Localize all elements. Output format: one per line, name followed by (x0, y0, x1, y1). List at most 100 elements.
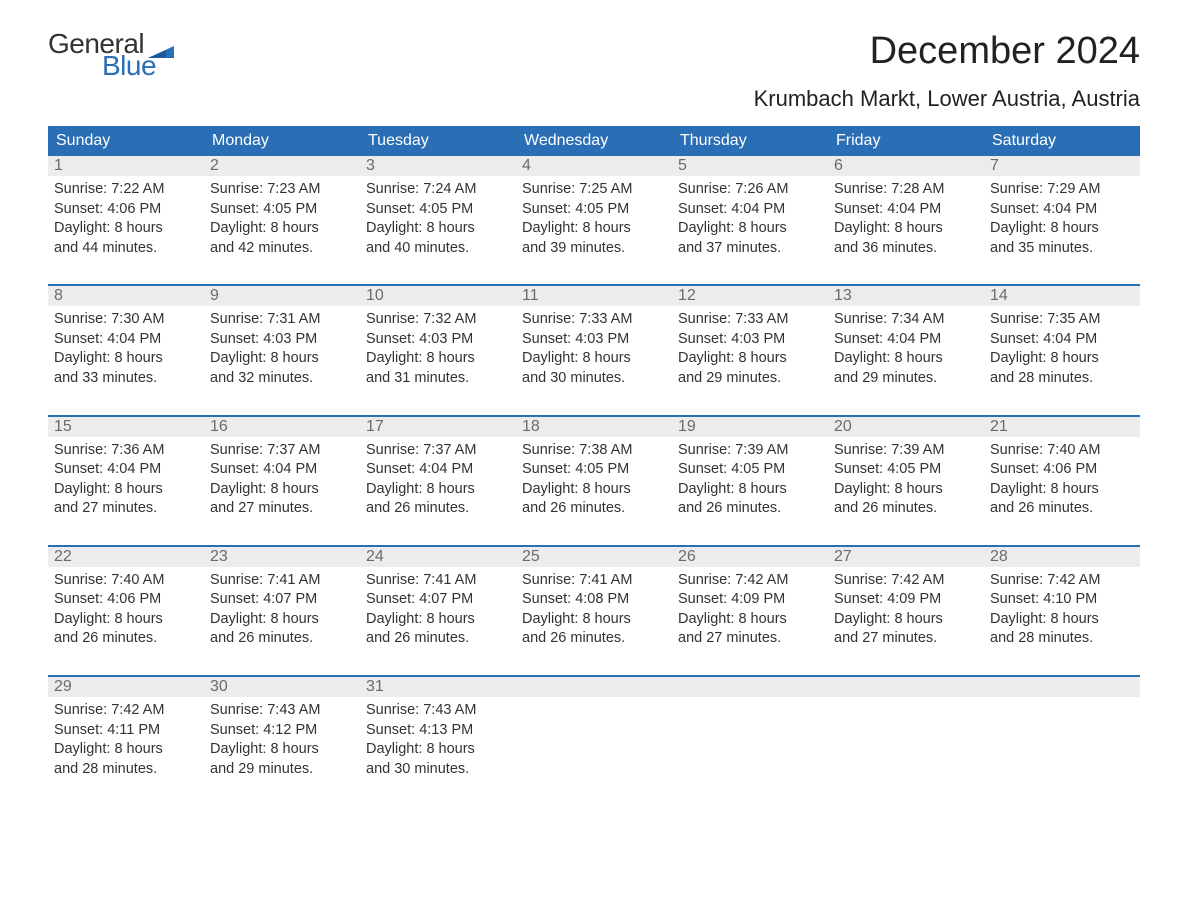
day-cell: 10Sunrise: 7:32 AMSunset: 4:03 PMDayligh… (360, 286, 516, 390)
day-line-d2: and 44 minutes. (54, 239, 198, 259)
day-body: Sunrise: 7:28 AMSunset: 4:04 PMDaylight:… (828, 176, 984, 260)
day-body: Sunrise: 7:22 AMSunset: 4:06 PMDaylight:… (48, 176, 204, 260)
day-number: 30 (204, 677, 360, 697)
day-cell: 8Sunrise: 7:30 AMSunset: 4:04 PMDaylight… (48, 286, 204, 390)
day-cell (516, 677, 672, 781)
day-header-row: SundayMondayTuesdayWednesdayThursdayFrid… (48, 126, 1140, 156)
day-line-sr: Sunrise: 7:33 AM (678, 310, 822, 330)
day-line-ss: Sunset: 4:07 PM (210, 590, 354, 610)
day-body: Sunrise: 7:37 AMSunset: 4:04 PMDaylight:… (204, 437, 360, 521)
day-cell: 21Sunrise: 7:40 AMSunset: 4:06 PMDayligh… (984, 417, 1140, 521)
day-line-d1: Daylight: 8 hours (210, 349, 354, 369)
day-line-sr: Sunrise: 7:42 AM (678, 571, 822, 591)
day-number: 25 (516, 547, 672, 567)
day-number: 10 (360, 286, 516, 306)
day-line-d2: and 28 minutes. (990, 369, 1134, 389)
day-header: Tuesday (360, 126, 516, 156)
day-body: Sunrise: 7:34 AMSunset: 4:04 PMDaylight:… (828, 306, 984, 390)
day-line-d1: Daylight: 8 hours (54, 219, 198, 239)
day-line-ss: Sunset: 4:04 PM (366, 460, 510, 480)
day-line-d2: and 27 minutes. (834, 629, 978, 649)
day-line-ss: Sunset: 4:04 PM (678, 200, 822, 220)
day-body: Sunrise: 7:31 AMSunset: 4:03 PMDaylight:… (204, 306, 360, 390)
day-line-sr: Sunrise: 7:37 AM (366, 441, 510, 461)
day-cell: 22Sunrise: 7:40 AMSunset: 4:06 PMDayligh… (48, 547, 204, 651)
day-line-sr: Sunrise: 7:42 AM (834, 571, 978, 591)
day-body: Sunrise: 7:33 AMSunset: 4:03 PMDaylight:… (672, 306, 828, 390)
day-line-sr: Sunrise: 7:42 AM (990, 571, 1134, 591)
day-body: Sunrise: 7:36 AMSunset: 4:04 PMDaylight:… (48, 437, 204, 521)
day-line-sr: Sunrise: 7:41 AM (366, 571, 510, 591)
day-line-d2: and 26 minutes. (990, 499, 1134, 519)
day-line-d2: and 39 minutes. (522, 239, 666, 259)
day-body: Sunrise: 7:24 AMSunset: 4:05 PMDaylight:… (360, 176, 516, 260)
day-line-d1: Daylight: 8 hours (366, 480, 510, 500)
day-cell: 9Sunrise: 7:31 AMSunset: 4:03 PMDaylight… (204, 286, 360, 390)
day-line-ss: Sunset: 4:08 PM (522, 590, 666, 610)
day-cell (984, 677, 1140, 781)
day-number: 31 (360, 677, 516, 697)
day-line-d1: Daylight: 8 hours (990, 480, 1134, 500)
day-number: 2 (204, 156, 360, 176)
day-line-d2: and 36 minutes. (834, 239, 978, 259)
day-cell: 1Sunrise: 7:22 AMSunset: 4:06 PMDaylight… (48, 156, 204, 260)
day-body: Sunrise: 7:40 AMSunset: 4:06 PMDaylight:… (48, 567, 204, 651)
day-header: Wednesday (516, 126, 672, 156)
day-body (984, 697, 1140, 703)
day-line-ss: Sunset: 4:05 PM (366, 200, 510, 220)
day-line-sr: Sunrise: 7:39 AM (678, 441, 822, 461)
day-line-sr: Sunrise: 7:42 AM (54, 701, 198, 721)
day-line-sr: Sunrise: 7:41 AM (210, 571, 354, 591)
day-number: 27 (828, 547, 984, 567)
day-line-ss: Sunset: 4:05 PM (210, 200, 354, 220)
day-line-d1: Daylight: 8 hours (54, 610, 198, 630)
day-body: Sunrise: 7:38 AMSunset: 4:05 PMDaylight:… (516, 437, 672, 521)
day-line-sr: Sunrise: 7:35 AM (990, 310, 1134, 330)
day-cell: 4Sunrise: 7:25 AMSunset: 4:05 PMDaylight… (516, 156, 672, 260)
day-body: Sunrise: 7:39 AMSunset: 4:05 PMDaylight:… (828, 437, 984, 521)
day-line-ss: Sunset: 4:03 PM (522, 330, 666, 350)
day-line-ss: Sunset: 4:05 PM (834, 460, 978, 480)
header: General Blue December 2024 (48, 30, 1140, 80)
day-cell: 15Sunrise: 7:36 AMSunset: 4:04 PMDayligh… (48, 417, 204, 521)
day-header: Friday (828, 126, 984, 156)
day-line-d1: Daylight: 8 hours (678, 349, 822, 369)
day-body: Sunrise: 7:42 AMSunset: 4:09 PMDaylight:… (672, 567, 828, 651)
day-cell: 2 Sunrise: 7:23 AMSunset: 4:05 PMDaylight… (204, 156, 360, 260)
day-line-ss: Sunset: 4:03 PM (366, 330, 510, 350)
week-row: 8Sunrise: 7:30 AMSunset: 4:04 PMDaylight… (48, 284, 1140, 390)
day-number: 12 (672, 286, 828, 306)
brand-word2: Blue (102, 52, 174, 80)
day-line-d2: and 32 minutes. (210, 369, 354, 389)
week-row: 15Sunrise: 7:36 AMSunset: 4:04 PMDayligh… (48, 415, 1140, 521)
day-line-sr: Sunrise: 7:31 AM (210, 310, 354, 330)
day-line-d1: Daylight: 8 hours (522, 349, 666, 369)
day-line-ss: Sunset: 4:04 PM (990, 200, 1134, 220)
day-line-d1: Daylight: 8 hours (210, 219, 354, 239)
day-number (828, 677, 984, 697)
day-header: Sunday (48, 126, 204, 156)
day-number (516, 677, 672, 697)
day-line-sr: Sunrise: 7:40 AM (990, 441, 1134, 461)
week-row: 22Sunrise: 7:40 AMSunset: 4:06 PMDayligh… (48, 545, 1140, 651)
day-line-d2: and 26 minutes. (54, 629, 198, 649)
day-body: Sunrise: 7:43 AMSunset: 4:13 PMDaylight:… (360, 697, 516, 781)
day-cell: 20Sunrise: 7:39 AMSunset: 4:05 PMDayligh… (828, 417, 984, 521)
day-body: Sunrise: 7:25 AMSunset: 4:05 PMDaylight:… (516, 176, 672, 260)
day-body: Sunrise: 7:32 AMSunset: 4:03 PMDaylight:… (360, 306, 516, 390)
day-body: Sunrise: 7:42 AMSunset: 4:09 PMDaylight:… (828, 567, 984, 651)
day-line-sr: Sunrise: 7:38 AM (522, 441, 666, 461)
day-line-d1: Daylight: 8 hours (366, 610, 510, 630)
day-line-d1: Daylight: 8 hours (678, 610, 822, 630)
day-cell: 17Sunrise: 7:37 AMSunset: 4:04 PMDayligh… (360, 417, 516, 521)
day-line-sr: Sunrise: 7:37 AM (210, 441, 354, 461)
brand-logo: General Blue (48, 30, 174, 80)
day-line-d2: and 37 minutes. (678, 239, 822, 259)
day-line-sr: Sunrise: 7:32 AM (366, 310, 510, 330)
day-number: 8 (48, 286, 204, 306)
day-line-ss: Sunset: 4:10 PM (990, 590, 1134, 610)
day-line-ss: Sunset: 4:04 PM (990, 330, 1134, 350)
day-line-d2: and 26 minutes. (210, 629, 354, 649)
day-line-sr: Sunrise: 7:23 AM (210, 180, 354, 200)
day-line-d2: and 27 minutes. (678, 629, 822, 649)
